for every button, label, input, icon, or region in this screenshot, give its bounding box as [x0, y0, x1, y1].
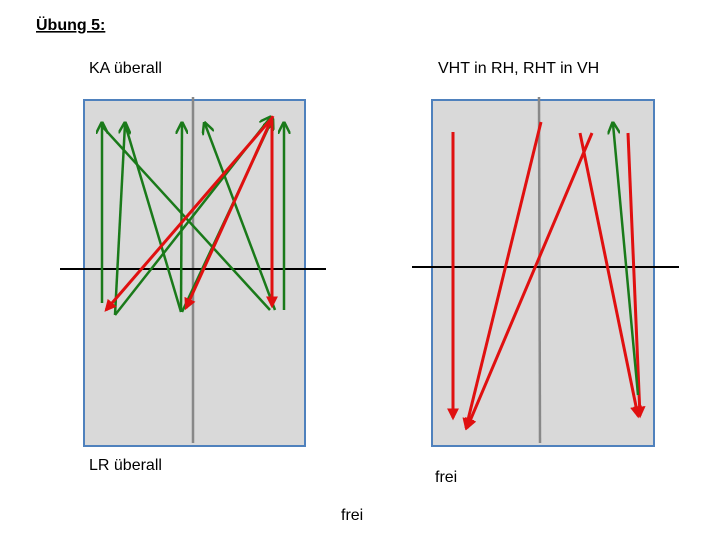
- right-top-label: VHT in RH, RHT in VH: [438, 60, 599, 77]
- left-field: [83, 99, 306, 447]
- right-arrows: [447, 122, 646, 431]
- right-bottom-label: frei: [435, 469, 457, 486]
- right-field: [431, 99, 655, 447]
- title: Übung 5:: [36, 15, 105, 34]
- left-arrows: [100, 116, 284, 316]
- left-bottom-label: LR überall: [89, 457, 162, 474]
- center-line: [537, 96, 542, 444]
- footer-label: frei: [341, 507, 363, 524]
- left-top-label: KA überall: [89, 60, 162, 77]
